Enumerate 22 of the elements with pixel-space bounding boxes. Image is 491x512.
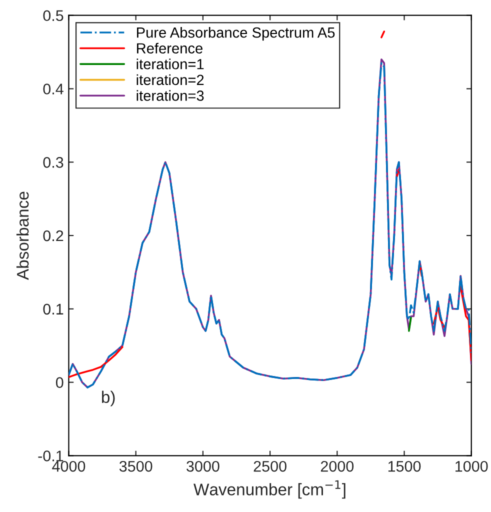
y-tick-label: -0.1 (38, 450, 64, 462)
annotation: b) (102, 390, 115, 406)
y-tick-label: 0.3 (43, 157, 64, 168)
x-axis-title: Wavenumber [cm$^{−1}$] (194, 480, 346, 499)
x-tick-label: 2500 (254, 460, 286, 472)
x-tick-label: 3500 (119, 460, 152, 472)
x-tick-label: 4000 (52, 460, 86, 472)
y-tick-label: 0.5 (43, 10, 64, 22)
legend-label: iteration=2 (136, 74, 204, 86)
x-tick-label: 1000 (456, 460, 488, 472)
y-tick-label: 0 (56, 377, 64, 388)
y-tick-label: 0.4 (43, 84, 64, 94)
legend-label: Reference (137, 42, 202, 54)
y-tick-label: 0.2 (43, 230, 64, 242)
x-tick-label: 2000 (320, 460, 354, 472)
x-tick-label: 3000 (186, 460, 220, 472)
legend-label: Pure Absorbance Spectrum A5 (137, 27, 335, 41)
x-tick-label: 1500 (388, 460, 421, 472)
legend-label: iteration=3 (136, 90, 204, 101)
y-tick-label: 0.1 (43, 304, 64, 315)
y-axis-title: Absorbance (16, 192, 29, 280)
legend-label: iteration=1 (136, 58, 204, 70)
